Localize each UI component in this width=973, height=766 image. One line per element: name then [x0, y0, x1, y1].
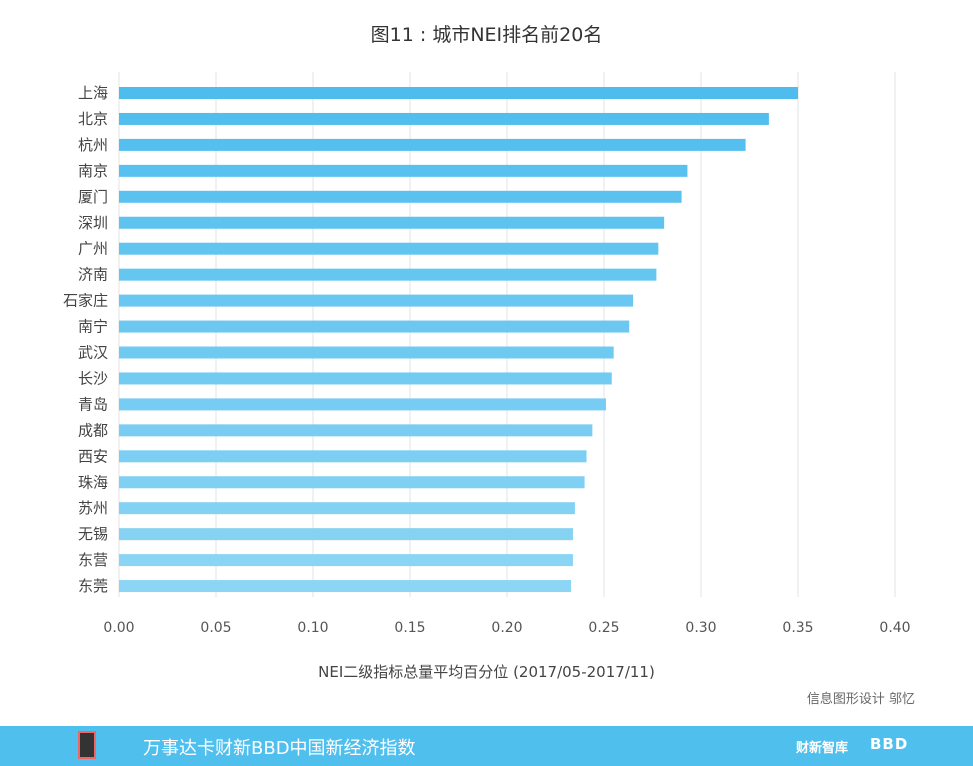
x-tick-label: 0.40	[879, 620, 910, 636]
y-tick-label: 无锡	[78, 525, 108, 543]
bar	[119, 398, 606, 411]
bar	[119, 190, 682, 203]
x-tick-label: 0.10	[297, 620, 328, 636]
bar	[119, 528, 573, 541]
bar	[119, 294, 634, 307]
bar	[119, 476, 585, 489]
bar	[119, 164, 688, 177]
y-tick-label: 上海	[78, 84, 108, 102]
y-tick-label: 长沙	[78, 369, 108, 387]
bar	[119, 372, 612, 385]
x-tick-label: 0.00	[103, 620, 134, 636]
bar	[119, 112, 769, 125]
x-tick-label: 0.30	[685, 620, 716, 636]
bar	[119, 554, 573, 567]
y-tick-label: 广州	[78, 240, 108, 258]
y-tick-label: 厦门	[78, 188, 108, 206]
bbd-brand: BBD	[870, 735, 909, 753]
y-tick-label: 青岛	[78, 395, 108, 413]
bar	[119, 450, 587, 463]
y-tick-label: 成都	[78, 421, 108, 439]
x-tick-label: 0.05	[200, 620, 231, 636]
bar	[119, 268, 657, 281]
bar	[119, 346, 614, 359]
x-tick-label: 0.35	[782, 620, 813, 636]
y-tick-label: 南京	[78, 162, 108, 180]
y-tick-label: 东莞	[78, 577, 108, 595]
x-tick-label: 0.25	[588, 620, 619, 636]
y-tick-label: 南宁	[78, 318, 108, 336]
bar-chart: 0.00 0.05 0.10 0.15 0.20 0.25 0.30 0.35 0.40 上海北京…	[63, 72, 911, 636]
y-tick-label: 苏州	[78, 499, 108, 517]
mastercard-logo-icon	[78, 731, 96, 759]
y-tick-label: 珠海	[78, 473, 108, 491]
bar	[119, 216, 665, 229]
bar	[119, 87, 798, 99]
chart-title: 图11 : 城市NEI排名前20名	[370, 24, 603, 46]
design-credit: 信息图形设计 邬忆	[806, 692, 915, 707]
bar	[119, 424, 593, 437]
y-tick-label: 济南	[78, 266, 108, 284]
caixin-brand: 财新智库	[796, 741, 849, 756]
footer-title: 万事达卡财新BBD中国新经济指数	[143, 738, 416, 759]
bar	[119, 502, 575, 515]
bar	[119, 580, 572, 593]
y-tick-label: 石家庄	[63, 292, 108, 310]
x-tick-label: 0.20	[491, 620, 522, 636]
y-tick-label: 东营	[78, 551, 108, 569]
y-tick-label: 北京	[78, 110, 108, 128]
x-axis-label: NEI二级指标总量平均百分位 (2017/05-2017/11)	[318, 663, 655, 681]
footer-bar: 万事达卡财新BBD中国新经济指数 财新智库 BBD	[0, 726, 973, 766]
y-tick-label: 武汉	[78, 344, 108, 362]
y-tick-label: 西安	[78, 447, 108, 465]
y-tick-label: 深圳	[78, 214, 108, 232]
bar	[119, 242, 659, 255]
bar	[119, 138, 746, 151]
bar	[119, 320, 630, 333]
x-tick-label: 0.15	[394, 620, 425, 636]
y-tick-label: 杭州	[78, 136, 108, 154]
